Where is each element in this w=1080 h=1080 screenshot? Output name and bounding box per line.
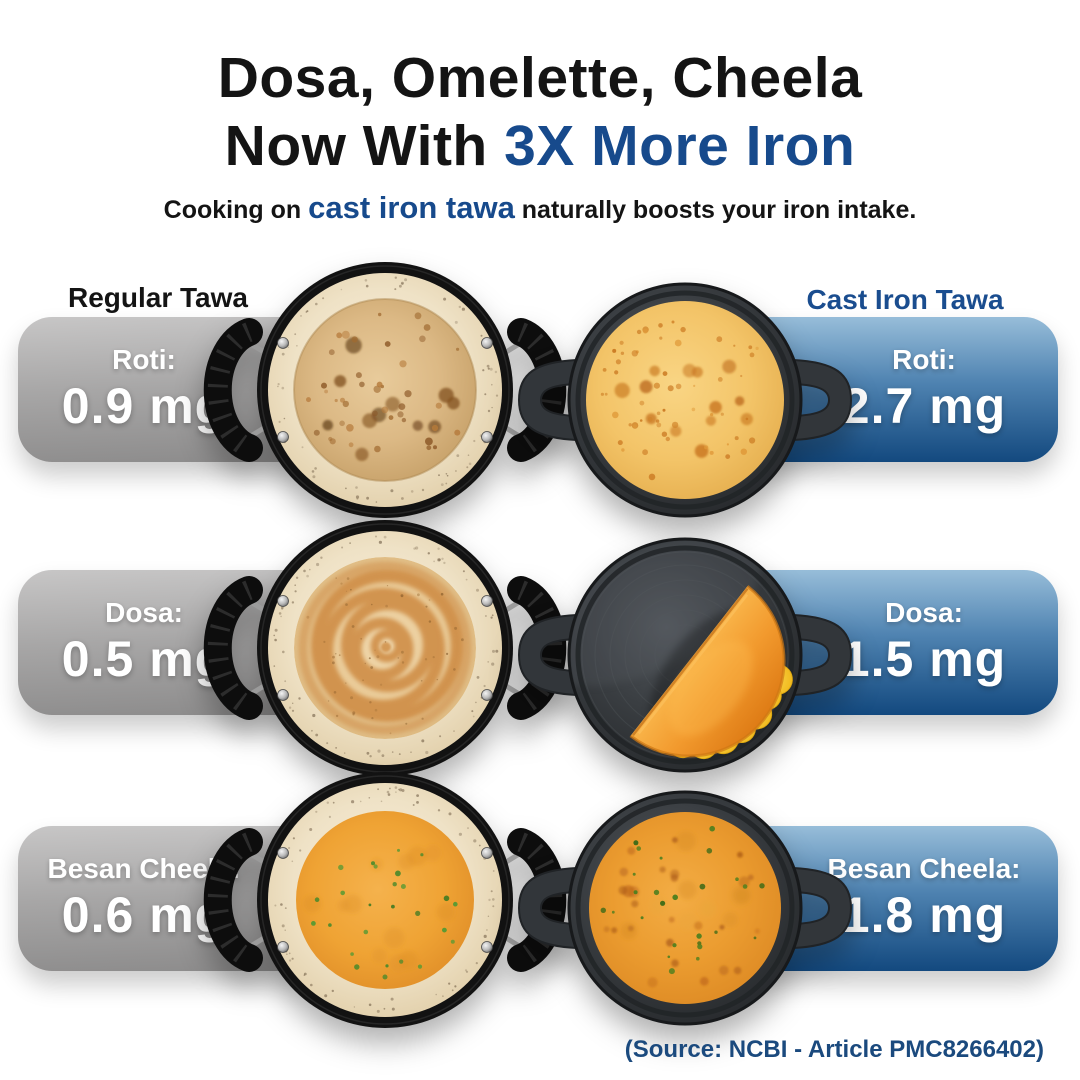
cast-iron-tawa-roti-illustration <box>485 240 885 560</box>
badge-text: Roti: 2.7 mg <box>798 344 1050 435</box>
badge-value: 0.6 mg <box>61 887 227 943</box>
subtitle: Cooking on cast iron tawa naturally boos… <box>0 190 1080 226</box>
badge-value: 1.5 mg <box>841 631 1007 687</box>
roti-food <box>293 298 477 482</box>
badge-label: Dosa: <box>105 597 183 628</box>
column-header-cast-iron-tawa: Cast Iron Tawa <box>806 284 1004 315</box>
badge-value: 1.8 mg <box>841 887 1007 943</box>
badge-label: Besan Cheela: <box>827 853 1021 884</box>
column-header-regular-tawa: Regular Tawa <box>68 282 248 313</box>
badge-value: 2.7 mg <box>841 378 1007 434</box>
title-line2: Now With 3X More Iron <box>0 112 1080 180</box>
badge-text: Besan Cheela: 1.8 mg <box>798 853 1050 944</box>
cast-iron-tawa-cheela-illustration <box>485 748 885 1068</box>
page-title: Dosa, Omelette, Cheela Now With 3X More … <box>0 44 1080 181</box>
badge-value: 0.9 mg <box>61 378 227 434</box>
badge-text: Dosa: 1.5 mg <box>798 597 1050 688</box>
besan-cheela-food <box>589 812 781 1004</box>
badge-value: 0.5 mg <box>61 631 227 687</box>
title-line1: Dosa, Omelette, Cheela <box>217 46 863 110</box>
regular-tawa-dosa-illustration <box>185 488 585 808</box>
title-line2-accent: 3X More Iron <box>504 114 856 179</box>
badge-text: Roti: 0.9 mg <box>18 344 270 435</box>
subtitle-prefix: Cooking on <box>163 196 309 224</box>
cast-iron-tawa-folded-dosa-illustration <box>485 495 885 815</box>
besan-cheela-food <box>296 811 474 989</box>
badge-label: Dosa: <box>885 597 963 628</box>
dosa-food <box>294 557 476 739</box>
subtitle-suffix: naturally boosts your iron intake. <box>514 196 917 224</box>
badge-label: Roti: <box>892 344 956 375</box>
regular-tawa-roti-illustration <box>185 230 585 550</box>
badge-label: Roti: <box>112 344 176 375</box>
source-citation: (Source: NCBI - Article PMC8266402) <box>624 1036 1044 1063</box>
pan-speckles <box>277 276 499 503</box>
regular-tawa-cheela-illustration <box>185 740 585 1060</box>
subtitle-accent: cast iron tawa <box>308 190 515 225</box>
title-line2-prefix: Now With <box>224 114 505 179</box>
folded-dosa-food <box>629 584 793 760</box>
golden-roti-food <box>586 301 784 499</box>
badge-text: Dosa: 0.5 mg <box>18 597 270 688</box>
